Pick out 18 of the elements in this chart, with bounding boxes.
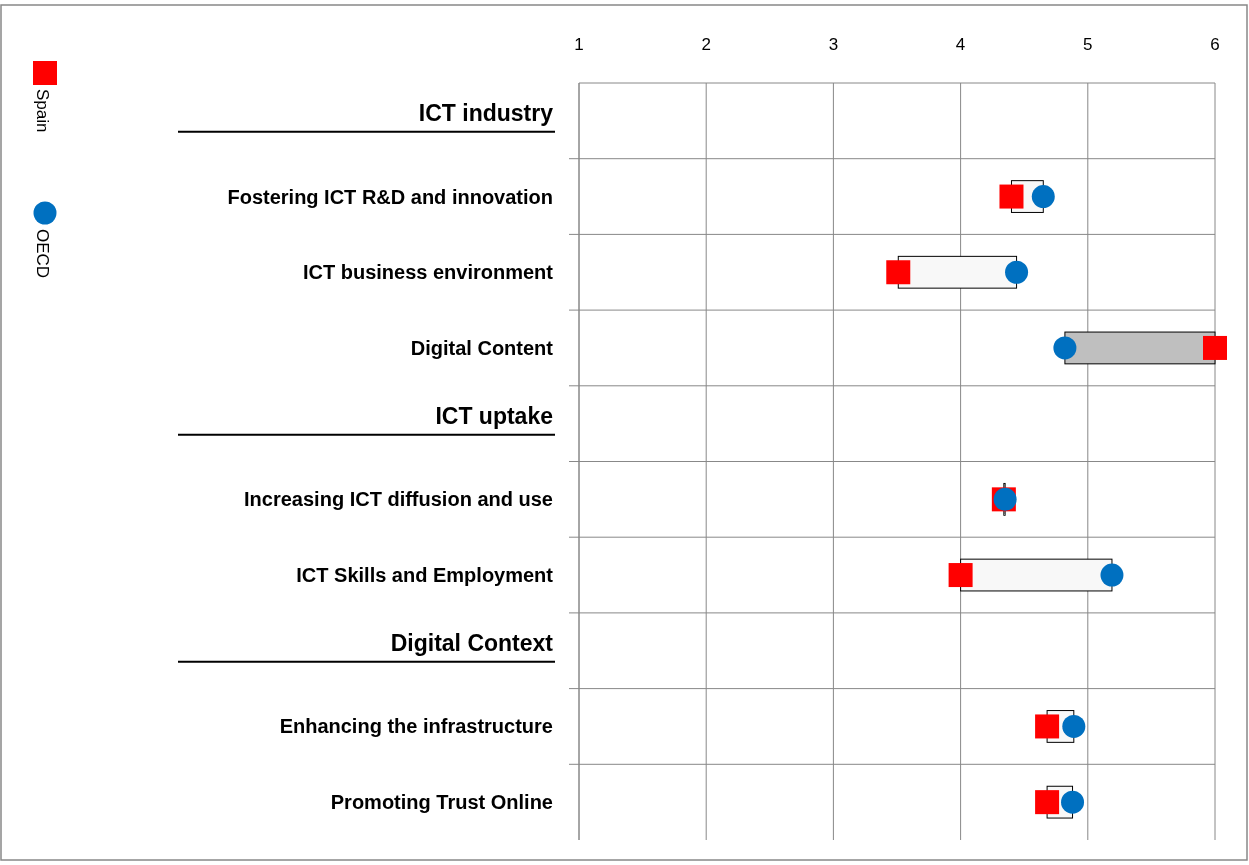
y-tick-label: Digital Content: [410, 336, 554, 359]
y-tick-label: Promoting Trust Online: [330, 791, 553, 814]
y-tick-label: Digital Context: [390, 629, 554, 656]
y-tick-label: ICT business environment: [302, 261, 554, 284]
y-tick-label: ICT Skills and Employment: [296, 564, 554, 587]
x-tick-label: 3: [828, 35, 839, 54]
legend-label: Spain: [33, 89, 52, 133]
y-tick-label: Fostering ICT R&D and innovation: [227, 185, 553, 208]
x-tick-label: 1: [574, 35, 584, 54]
x-tick-label: 2: [701, 35, 711, 54]
y-tick-label: Increasing ICT diffusion and use: [244, 488, 553, 511]
y-tick-label: Enhancing the infrastructure: [279, 715, 553, 738]
x-tick-label: 5: [1083, 35, 1093, 54]
x-tick-label: 6: [1210, 35, 1220, 54]
x-tick-label: 4: [955, 35, 966, 54]
y-tick-label: ICT industry: [418, 99, 554, 126]
y-tick-label: ICT uptake: [435, 402, 553, 429]
legend-label: OECD: [33, 229, 52, 279]
